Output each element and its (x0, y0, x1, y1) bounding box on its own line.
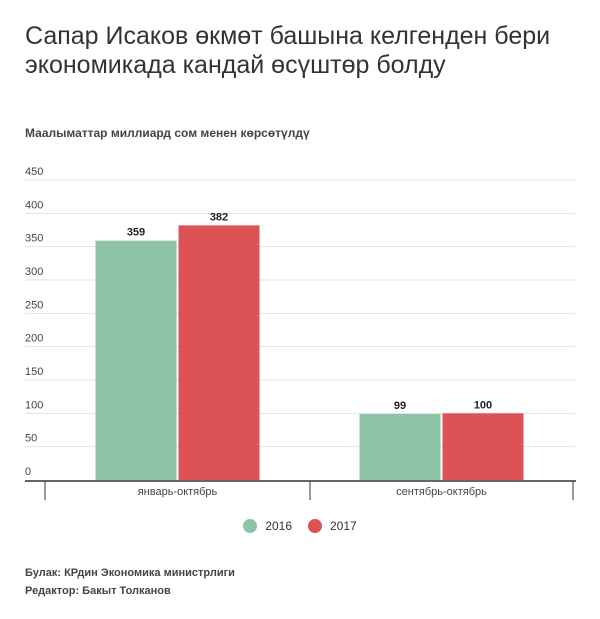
bar-2017-1 (178, 225, 260, 480)
y-tick-label: 200 (25, 333, 43, 345)
y-tick-label: 0 (25, 466, 31, 478)
data-label: 100 (474, 399, 492, 411)
legend-item-2017: 2017 (308, 519, 357, 533)
data-label: 382 (210, 211, 228, 223)
data-label: 99 (394, 400, 406, 412)
y-tick-label: 150 (25, 366, 43, 378)
y-tick-label: 250 (25, 299, 43, 311)
y-tick-label: 400 (25, 199, 43, 211)
chart-subtitle: Маалыматтар миллиард сом менен көрсөтүлд… (25, 126, 310, 140)
bar-2017-2 (442, 413, 524, 480)
y-tick-label: 450 (25, 166, 43, 178)
y-tick-label: 100 (25, 399, 43, 411)
legend-swatch-2017 (308, 519, 322, 533)
legend-swatch-2016 (243, 519, 258, 533)
y-tick-label: 350 (25, 233, 43, 245)
source-note: Булак: КРдин Экономика министрлиги (25, 567, 235, 579)
x-tick-label: сентябрь-октябрь (396, 486, 487, 498)
legend-item-2016: 2016 (243, 519, 292, 533)
legend-label-2016: 2016 (265, 519, 292, 533)
editor-note: Редактор: Бакыт Толканов (25, 585, 171, 597)
y-tick-label: 50 (25, 433, 37, 445)
chart-title: Сапар Исаков өкмөт башына келгенден бери… (25, 22, 551, 79)
bar-2016-1 (95, 240, 177, 480)
bar-2016-2 (359, 414, 441, 480)
legend: 2016 2017 (0, 519, 600, 533)
legend-label-2017: 2017 (330, 519, 357, 533)
footer: Булак: КРдин Экономика министрлиги Редак… (25, 564, 235, 600)
data-label: 359 (127, 227, 145, 239)
x-tick-label: январь-октябрь (138, 486, 218, 498)
y-tick-label: 300 (25, 266, 43, 278)
